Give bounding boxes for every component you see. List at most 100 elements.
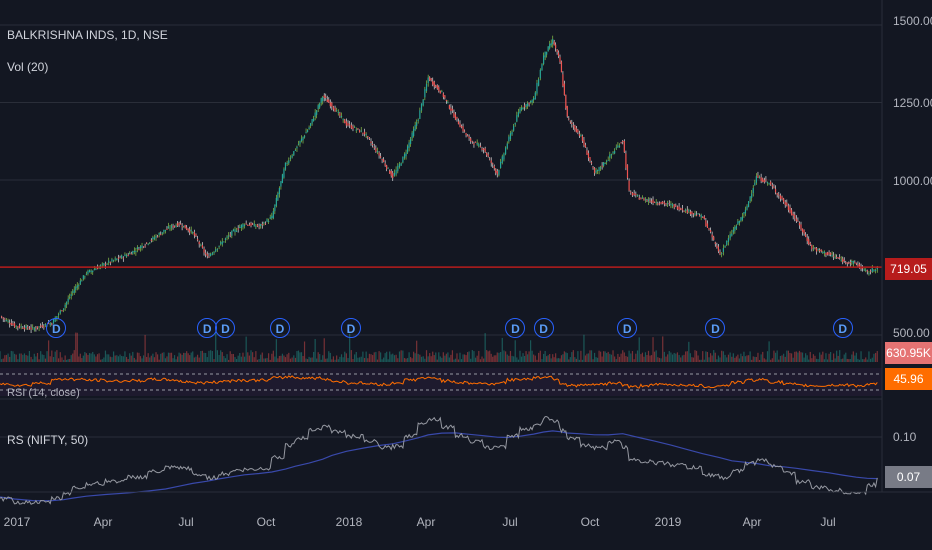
volume-bar [291, 357, 293, 362]
price-candle [604, 163, 606, 165]
volume-bar [787, 350, 790, 362]
volume-bar [658, 357, 661, 362]
dividend-marker[interactable]: D [617, 318, 638, 338]
volume-bar [845, 352, 847, 362]
price-candle [220, 242, 222, 244]
price-candle [744, 209, 747, 214]
volume-bar [161, 352, 163, 362]
price-candle [313, 118, 315, 122]
rs-label[interactable]: RS (NIFTY, 50) [7, 433, 89, 447]
volume-bar [189, 355, 191, 362]
dividend-marker[interactable]: D [505, 318, 526, 338]
volume-bar [358, 357, 361, 362]
price-candle [848, 262, 850, 264]
volume-bar [144, 334, 146, 362]
dividend-marker[interactable]: D [46, 318, 67, 338]
price-candle [432, 80, 434, 85]
volume-bar [842, 358, 844, 362]
volume-bar [347, 358, 349, 362]
volume-bar [375, 351, 377, 362]
volume-bar [706, 351, 709, 362]
volume-bar [101, 359, 103, 362]
dividend-marker[interactable]: D [270, 318, 290, 338]
volume-bar [781, 355, 783, 362]
dividend-marker[interactable]: D [832, 318, 853, 338]
volume-bar [363, 357, 366, 362]
price-candle [72, 291, 74, 293]
volume-bar [714, 352, 716, 362]
volume-bar [141, 358, 143, 362]
volume-bar [438, 352, 440, 362]
volume-bar [516, 357, 518, 362]
volume-bar [248, 355, 250, 362]
price-candle [858, 264, 861, 267]
rsi-label[interactable]: RSI (14, close) [7, 387, 80, 399]
volume-bar [673, 352, 675, 362]
volume-bar [5, 354, 8, 362]
price-candle [252, 223, 254, 225]
volume-bar [483, 358, 485, 362]
volume-bar [130, 355, 132, 362]
volume-bar [373, 352, 375, 362]
volume-label[interactable]: Vol (20) [7, 60, 49, 74]
price-candle [169, 228, 171, 230]
price-candle [815, 248, 818, 252]
price-candle [843, 259, 845, 261]
dividend-marker[interactable]: D [340, 318, 361, 338]
price-candle [258, 226, 260, 228]
price-candle [136, 247, 139, 249]
price-candle [73, 289, 75, 293]
price-candle [851, 261, 853, 263]
y-tick-label: 1500.00 [893, 14, 932, 28]
price-candle [372, 143, 374, 146]
price-candle [32, 327, 34, 329]
price-candle [569, 120, 571, 122]
price-candle [503, 153, 505, 160]
price-candle [601, 165, 603, 167]
volume-bar [229, 351, 231, 362]
price-candle [365, 134, 367, 136]
price-candle [332, 106, 335, 110]
price-candle [732, 229, 734, 233]
price-candle [269, 217, 271, 219]
volume-bar [132, 351, 134, 362]
volume-bar [381, 359, 383, 362]
price-candle [198, 241, 200, 245]
volume-bar [226, 354, 228, 362]
price-candle [355, 129, 357, 131]
price-candle [41, 325, 43, 328]
dividend-marker[interactable]: D [215, 318, 236, 338]
volume-bar [549, 353, 551, 362]
volume-bar [23, 353, 26, 362]
price-candle [609, 154, 611, 158]
price-candle [509, 133, 512, 140]
volume-bar [600, 351, 602, 362]
volume-bar [746, 355, 748, 362]
symbol-title[interactable]: BALKRISHNA INDS, 1D, NSE [7, 28, 168, 42]
price-candle [203, 248, 205, 253]
price-candle [823, 251, 825, 254]
volume-bar [200, 350, 202, 362]
volume-bar [163, 352, 165, 362]
price-candle [691, 211, 693, 215]
price-candle [525, 104, 527, 108]
volume-bar [365, 351, 367, 362]
dividend-marker[interactable]: D [705, 318, 726, 338]
volume-bar [398, 351, 401, 362]
volume-bar [234, 357, 236, 362]
price-candle [460, 126, 463, 128]
price-candle [454, 114, 457, 120]
price-candle [706, 223, 709, 228]
volume-bar [737, 354, 739, 362]
price-candle [272, 211, 274, 219]
volume-bar [783, 353, 785, 362]
volume-bar [22, 354, 24, 362]
price-candle [376, 151, 379, 153]
volume-bar [500, 351, 502, 362]
volume-bar [538, 352, 540, 362]
dividend-marker[interactable]: D [533, 318, 554, 338]
price-candle [260, 224, 262, 226]
price-candle [831, 254, 833, 257]
volume-bar [716, 359, 718, 362]
